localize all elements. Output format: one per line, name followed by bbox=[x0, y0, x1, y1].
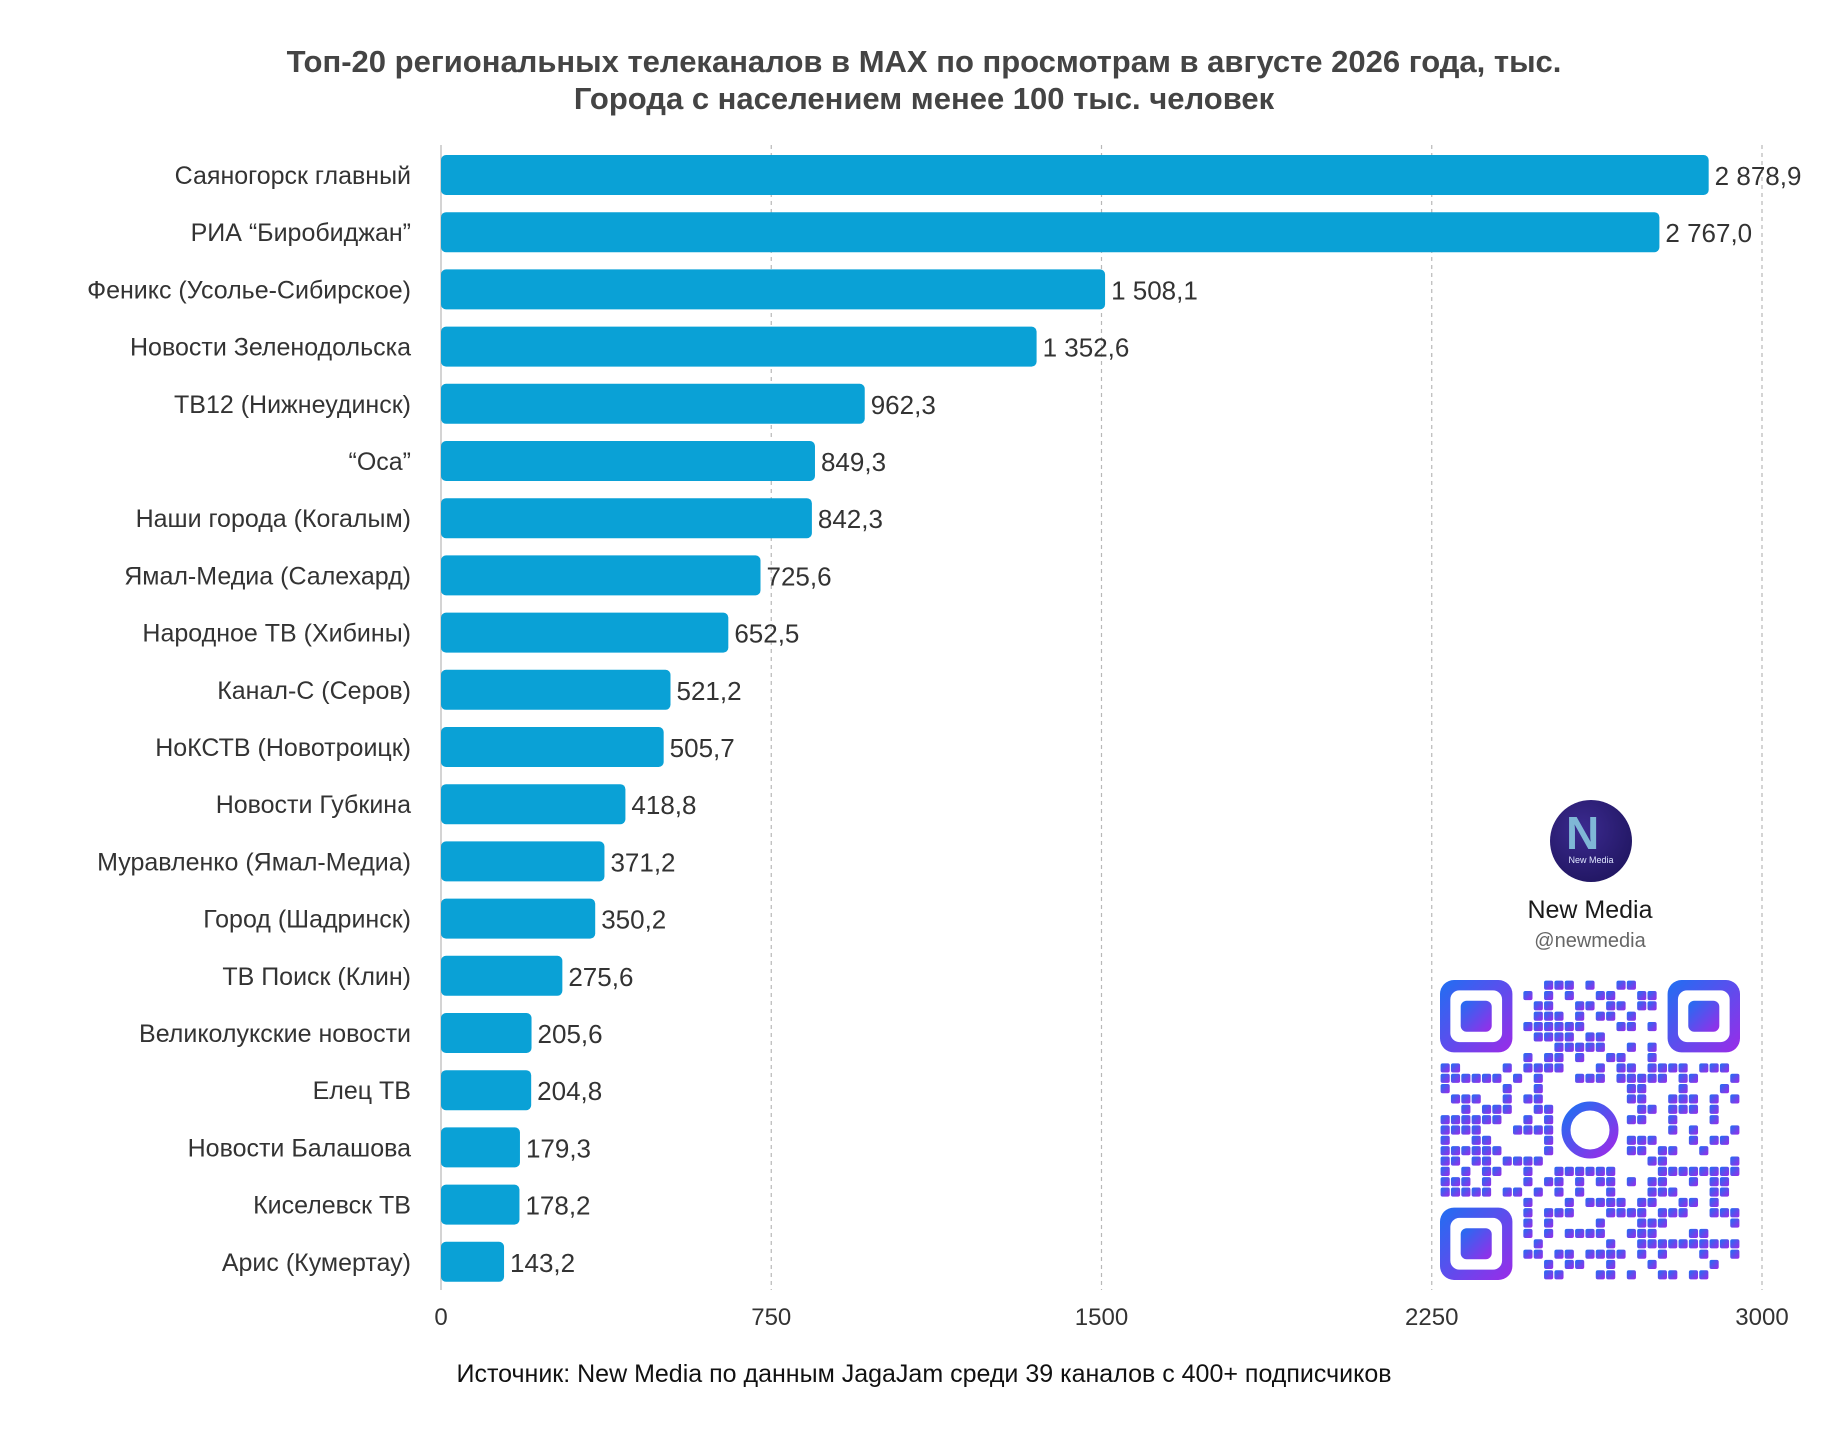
bar bbox=[441, 212, 1660, 253]
data-label: 652,5 bbox=[734, 619, 799, 649]
category-label: Ямал-Медиа (Салехард) bbox=[124, 562, 411, 590]
category-label: Канал-С (Серов) bbox=[217, 677, 411, 705]
category-label: ТВ12 (Нижнеудинск) bbox=[174, 391, 411, 419]
category-label: Елец ТВ bbox=[313, 1077, 411, 1105]
data-label: 418,8 bbox=[631, 790, 696, 820]
bar bbox=[441, 269, 1106, 310]
bar bbox=[441, 669, 671, 710]
bar bbox=[441, 784, 626, 825]
data-label: 179,3 bbox=[526, 1133, 591, 1163]
category-label: НоКСТВ (Новотроицк) bbox=[155, 734, 411, 762]
bar bbox=[441, 326, 1037, 367]
data-label: 275,6 bbox=[568, 962, 633, 992]
category-label: Новости Зеленодольска bbox=[130, 334, 411, 362]
category-label: “Оса” bbox=[349, 448, 412, 476]
brand-handle: @newmedia bbox=[1534, 930, 1646, 952]
data-label: 1 352,6 bbox=[1043, 333, 1130, 363]
category-label: Новости Балашова bbox=[188, 1134, 411, 1162]
bar bbox=[441, 498, 812, 539]
data-label: 849,3 bbox=[821, 447, 886, 477]
x-tick-label: 1500 bbox=[1075, 1304, 1128, 1331]
data-label: 842,3 bbox=[818, 504, 883, 534]
data-label: 725,6 bbox=[767, 561, 832, 591]
category-label: Город (Шадринск) bbox=[203, 906, 411, 934]
data-label: 2 767,0 bbox=[1665, 218, 1752, 248]
bar bbox=[441, 612, 729, 653]
category-label: РИА “Биробиджан” bbox=[191, 219, 411, 247]
chart-title-line-2: Города с населением менее 100 тыс. челов… bbox=[573, 81, 1275, 116]
bar bbox=[441, 727, 664, 767]
bar bbox=[441, 383, 865, 424]
new-media-logo-icon: N New Media bbox=[1550, 800, 1632, 882]
data-label: 178,2 bbox=[525, 1191, 590, 1221]
category-label: Народное ТВ (Хибины) bbox=[142, 620, 411, 648]
bar bbox=[441, 1013, 532, 1053]
bar bbox=[441, 1184, 520, 1225]
category-label: Наши города (Когалым) bbox=[136, 505, 411, 533]
data-label: 505,7 bbox=[670, 733, 735, 763]
source-note: Источник: New Media по данным JagaJam ср… bbox=[456, 1360, 1392, 1388]
bar bbox=[441, 1070, 532, 1111]
data-label: 2 878,9 bbox=[1715, 161, 1802, 191]
bar bbox=[441, 155, 1709, 195]
category-label: Феникс (Усолье-Сибирское) bbox=[87, 276, 411, 304]
x-tick-label: 0 bbox=[434, 1304, 447, 1331]
brand-name: New Media bbox=[1527, 896, 1653, 924]
bar bbox=[441, 898, 596, 939]
bar bbox=[441, 1127, 520, 1168]
data-label: 1 508,1 bbox=[1111, 275, 1198, 305]
data-label: 521,2 bbox=[677, 676, 742, 706]
bar bbox=[441, 841, 605, 882]
bar bbox=[441, 441, 815, 481]
category-label: Арис (Кумертау) bbox=[222, 1249, 411, 1277]
bar bbox=[441, 555, 761, 596]
bar bbox=[441, 1241, 505, 1282]
x-tick-label: 750 bbox=[751, 1304, 791, 1331]
qr-code-icon bbox=[1440, 980, 1740, 1280]
data-label: 204,8 bbox=[537, 1076, 602, 1106]
data-label: 371,2 bbox=[610, 847, 675, 877]
category-label: Муравленко (Ямал-Медиа) bbox=[97, 848, 411, 876]
category-label: Великолукские новости bbox=[139, 1020, 411, 1048]
x-tick-label: 2250 bbox=[1405, 1304, 1458, 1331]
x-tick-label: 3000 bbox=[1735, 1304, 1788, 1331]
data-label: 350,2 bbox=[601, 905, 666, 935]
category-label: Саяногорск главный bbox=[175, 162, 411, 190]
logo-caption: New Media bbox=[1568, 855, 1614, 865]
data-label: 205,6 bbox=[538, 1019, 603, 1049]
category-label: ТВ Поиск (Клин) bbox=[222, 963, 411, 991]
category-label: Новости Губкина bbox=[216, 791, 411, 819]
category-label: Киселевск ТВ bbox=[253, 1192, 411, 1220]
data-label: 143,2 bbox=[510, 1248, 575, 1278]
chart-title-line-1: Топ-20 региональных телеканалов в MAX по… bbox=[286, 44, 1562, 79]
data-label: 962,3 bbox=[871, 390, 936, 420]
bar bbox=[441, 955, 563, 996]
